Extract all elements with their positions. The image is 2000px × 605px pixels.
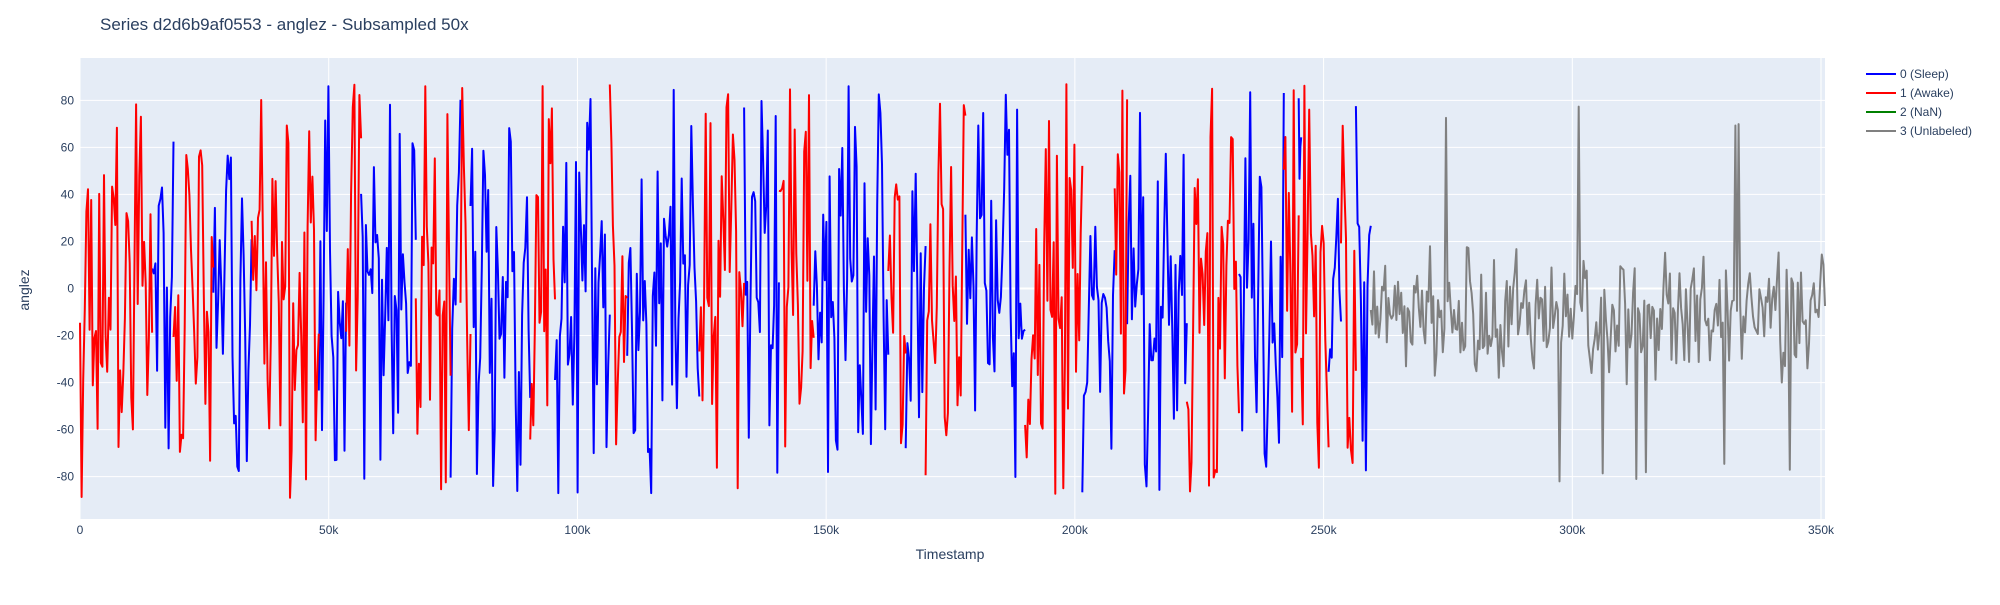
x-tick-label: 150k (813, 523, 840, 537)
y-tick-label: -80 (57, 470, 75, 484)
series-line-segment[interactable] (608, 84, 628, 446)
series-line-segment[interactable] (812, 85, 890, 473)
y-tick-label: 40 (61, 187, 75, 201)
series-line-segment[interactable] (698, 93, 746, 490)
y-tick-label: 20 (61, 234, 75, 248)
legend-label: 0 (Sleep) (1900, 67, 1949, 81)
series-line-segment[interactable] (172, 149, 215, 462)
series-line-segment[interactable] (317, 85, 348, 462)
x-tick-label: 300k (1559, 523, 1586, 537)
series-line-segment[interactable] (1113, 89, 1129, 395)
series-line-segment[interactable] (529, 85, 556, 440)
legend-item[interactable]: 1 (Awake) (1866, 86, 1954, 100)
series-line-segment[interactable] (1354, 106, 1372, 472)
series-line-segment[interactable] (1297, 98, 1303, 180)
y-tick-label: -20 (57, 329, 75, 343)
series-line-segment[interactable] (904, 172, 927, 449)
series-line-segment[interactable] (1282, 89, 1300, 413)
legend-label: 1 (Awake) (1900, 86, 1954, 100)
legend-item[interactable]: 0 (Sleep) (1866, 67, 1949, 81)
y-tick-label: 0 (67, 282, 74, 296)
x-tick-label: 0 (77, 523, 84, 537)
series-line-segment[interactable] (964, 93, 1026, 478)
series-line-segment[interactable] (1238, 91, 1285, 468)
series-line-segment[interactable] (449, 99, 462, 478)
x-tick-label: 100k (564, 523, 591, 537)
series-line-segment[interactable] (79, 103, 154, 498)
series-line-segment[interactable] (1340, 124, 1357, 464)
series-line-segment[interactable] (1327, 197, 1342, 372)
x-axis-label: Timestamp (916, 546, 985, 562)
series-line-segment[interactable] (250, 99, 320, 499)
series-3-unlabeled[interactable] (1369, 105, 1826, 483)
series-line-segment[interactable] (887, 183, 907, 445)
x-tick-label: 200k (1062, 523, 1089, 537)
series-line-segment[interactable] (924, 102, 967, 476)
y-tick-label: -40 (57, 376, 75, 390)
series-line-segment[interactable] (212, 154, 253, 472)
y-tick-label: 80 (61, 93, 75, 107)
series-line-segment[interactable] (469, 127, 532, 492)
series-line-segment[interactable] (1081, 225, 1116, 493)
series-line-segment[interactable] (554, 98, 611, 495)
series-line-segment[interactable] (459, 87, 472, 432)
series-line-segment[interactable] (151, 141, 175, 450)
x-tick-label: 50k (319, 523, 339, 537)
series-line-segment[interactable] (1185, 87, 1240, 493)
chart-title: Series d2d6b9af0553 - anglez - Subsample… (100, 15, 469, 34)
series-line-segment[interactable] (1126, 111, 1188, 491)
legend-label: 3 (Unlabeled) (1900, 124, 1972, 138)
series-line-segment[interactable] (414, 85, 452, 491)
series-1-awake[interactable] (79, 83, 1357, 499)
series-line-segment[interactable] (626, 88, 701, 495)
series-lines[interactable] (79, 83, 1826, 499)
legend-item[interactable]: 3 (Unlabeled) (1866, 124, 1972, 138)
y-tick-label: 60 (61, 140, 75, 154)
series-line-segment[interactable] (778, 88, 815, 448)
series-line-segment[interactable] (1300, 84, 1330, 469)
series-line-segment[interactable] (1369, 105, 1826, 483)
series-line-segment[interactable] (345, 83, 363, 372)
x-tick-label: 350k (1808, 523, 1835, 537)
legend[interactable]: 0 (Sleep) 1 (Awake) 2 (NaN) 3 (Unlabeled) (1866, 67, 1972, 138)
series-line-segment[interactable] (743, 100, 780, 474)
y-axis-ticks: -80 -60 -40 -20 0 20 40 60 80 (57, 93, 75, 483)
legend-item[interactable]: 2 (NaN) (1866, 105, 1942, 119)
series-line-segment[interactable] (360, 103, 417, 480)
y-tick-label: -60 (57, 423, 75, 437)
series-0-sleep[interactable] (151, 85, 1372, 495)
legend-label: 2 (NaN) (1900, 105, 1942, 119)
series-line-segment[interactable] (1024, 83, 1084, 495)
x-tick-label: 250k (1311, 523, 1338, 537)
y-axis-label: anglez (16, 269, 32, 310)
x-axis-ticks: 0 50k 100k 150k 200k 250k 300k 350k (77, 523, 1835, 537)
